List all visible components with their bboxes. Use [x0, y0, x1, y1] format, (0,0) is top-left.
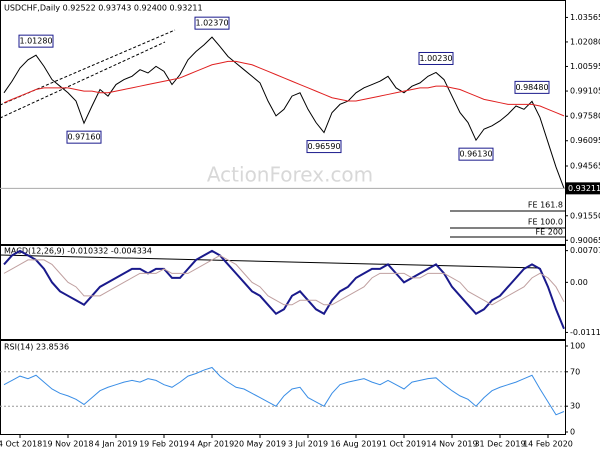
y-tick-label: 0.97580: [570, 112, 600, 121]
y-tick-label: 1.00595: [570, 62, 600, 71]
y-tick-label: 1.03565: [570, 13, 600, 22]
macd-panel: [0, 245, 566, 340]
x-tick-label: 14 Feb 2020: [523, 440, 573, 449]
annotation-box: [306, 140, 342, 154]
x-tick-label: 20 May 2019: [234, 440, 286, 449]
price-title: USDCHF,Daily 0.92522 0.93743 0.92400 0.9…: [4, 4, 203, 13]
series-line: [3, 366, 565, 416]
x-tick-label: 1 Oct 2019: [382, 440, 426, 449]
y-tick-label: 0.94565: [570, 161, 600, 170]
annotation-box: [194, 16, 230, 30]
watermark: ActionForex.com: [207, 163, 373, 187]
current-price-label: 0.93211: [568, 184, 600, 193]
y-tick-label: 0.91550: [570, 211, 600, 220]
current-price-box: [566, 182, 600, 195]
annotation-box: [458, 147, 494, 161]
y-tick-label: 1.02080: [570, 37, 600, 46]
x-tick-label: 4 Oct 2018: [0, 440, 42, 449]
x-tick-label: 4 Jan 2019: [95, 440, 138, 449]
series-line: [3, 254, 565, 306]
annotation-box: [514, 80, 550, 94]
annotation-label: 1.02370: [195, 19, 228, 28]
y-tick-label: 30: [570, 402, 580, 411]
annotation-label: 0.96590: [307, 142, 340, 151]
rsi-title: RSI(14) 23.8536: [4, 343, 69, 352]
y-tick-label: 100: [570, 342, 585, 351]
macd-trendline: [0, 254, 541, 269]
annotation-label: 0.97160: [67, 133, 100, 142]
x-tick-label: 31 Dec 2019: [474, 440, 525, 449]
y-tick-label: 0.00707: [570, 246, 600, 255]
channel-line: [0, 41, 166, 119]
fe-label: FE 200: [536, 228, 563, 237]
fe-label: FE 100.0: [528, 218, 563, 227]
y-tick-label: 0: [570, 428, 575, 437]
y-tick-label: 0.99105: [570, 87, 600, 96]
series-line: [3, 60, 565, 117]
annotation-label: 1.01280: [19, 37, 52, 46]
annotation-label: 0.96130: [459, 150, 492, 159]
macd-title: MACD(12,26,9) -0.010332 -0.004334: [4, 247, 152, 256]
x-tick-label: 14 Nov 2019: [426, 440, 477, 449]
annotation-box: [418, 51, 454, 65]
y-tick-label: 0.90065: [570, 236, 600, 245]
y-tick-label: 70: [570, 367, 580, 376]
fe-label: FE 161.8: [528, 201, 563, 210]
x-tick-label: 16 Aug 2019: [330, 440, 381, 449]
annotation-box: [66, 130, 102, 144]
annotation-label: 1.00230: [419, 54, 452, 63]
annotation-box: [18, 34, 54, 48]
series-line: [3, 249, 565, 330]
y-tick-label: 0.00: [570, 278, 588, 287]
x-tick-label: 19 Nov 2018: [42, 440, 93, 449]
annotation-label: 0.98480: [515, 83, 548, 92]
y-tick-label: -0.011161: [570, 328, 600, 337]
price-panel: [0, 0, 566, 245]
x-tick-label: 4 Apr 2019: [190, 440, 234, 449]
rsi-panel: [0, 340, 566, 435]
y-tick-label: 0.96095: [570, 136, 600, 145]
x-tick-label: 19 Feb 2019: [139, 440, 189, 449]
series-line: [3, 36, 565, 189]
x-tick-label: 3 Jul 2019: [288, 440, 328, 449]
